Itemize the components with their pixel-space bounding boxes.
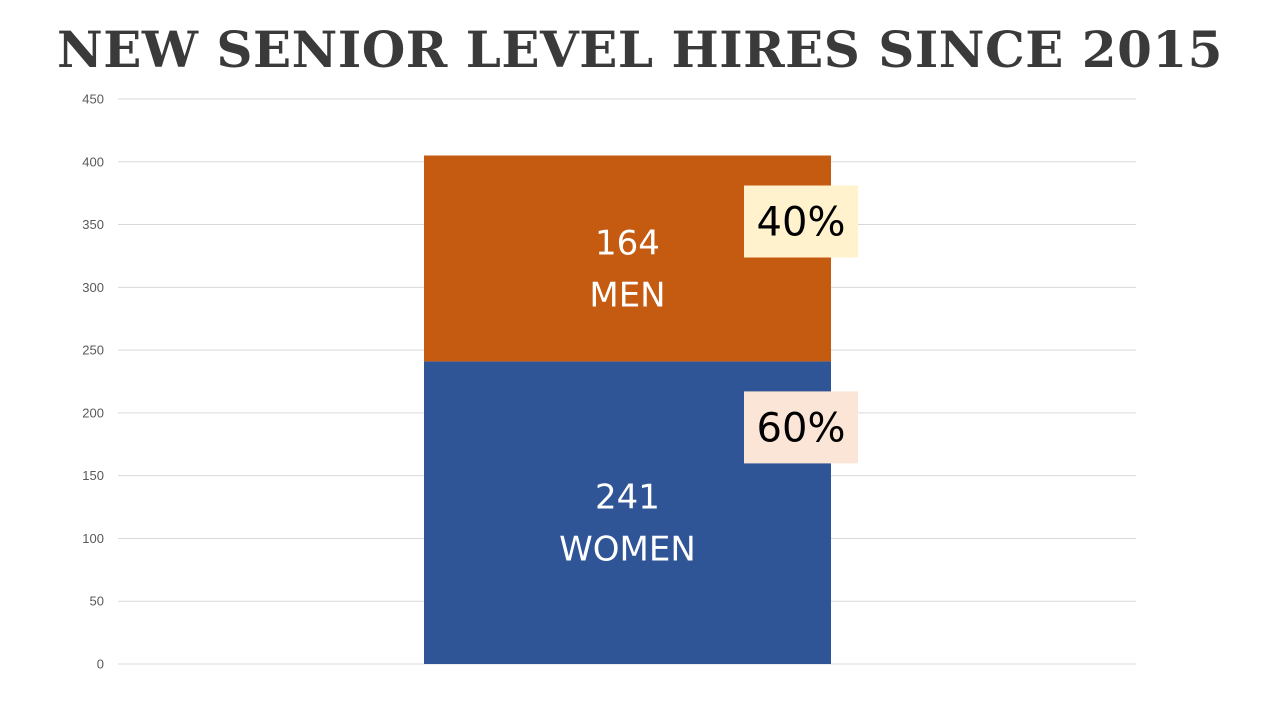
value-label-women: 241 <box>595 478 660 518</box>
percent-label-women: 60% <box>757 405 846 451</box>
data-labels: 241 WOMEN 60% 164 MEN 40% <box>559 185 858 570</box>
y-tick-label: 200 <box>82 405 104 420</box>
percent-badge-men <box>744 185 858 258</box>
y-tick-label: 300 <box>82 280 104 295</box>
y-tick-label: 150 <box>82 468 104 483</box>
y-tick-label: 0 <box>97 657 104 672</box>
percent-badge-women <box>744 391 858 464</box>
y-tick-label: 250 <box>82 343 104 358</box>
value-label-men: 164 <box>595 223 660 263</box>
y-tick-label: 400 <box>82 154 104 169</box>
y-tick-label: 350 <box>82 217 104 232</box>
series-label-men: MEN <box>589 275 665 315</box>
y-tick-label: 450 <box>82 92 104 107</box>
y-axis: 0 50 100 150 200 250 300 350 400 450 <box>82 92 104 672</box>
y-tick-label: 50 <box>90 594 104 609</box>
y-tick-label: 100 <box>82 531 104 546</box>
series-label-women: WOMEN <box>559 530 696 570</box>
chart-title: NEW SENIOR LEVEL HIRES SINCE 2015 <box>57 20 1223 79</box>
percent-label-men: 40% <box>757 200 846 246</box>
